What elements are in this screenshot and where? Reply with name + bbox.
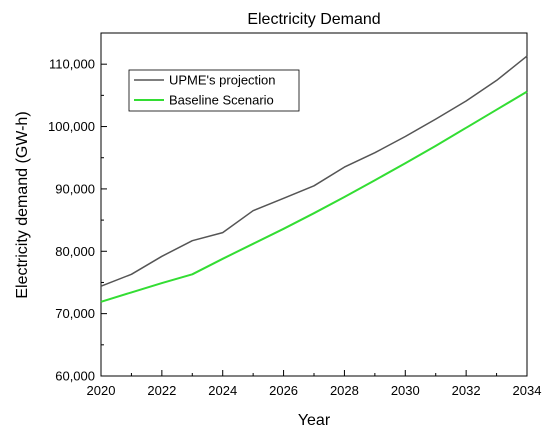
chart-title: Electricity Demand — [247, 11, 380, 28]
y-tick-label: 110,000 — [49, 57, 95, 72]
y-tick-label: 60,000 — [55, 369, 95, 384]
legend-box — [128, 69, 300, 112]
x-axis-label: Year — [298, 412, 331, 429]
x-tick-label: 2030 — [391, 383, 420, 398]
x-tick-label: 2028 — [330, 383, 359, 398]
x-tick-label: 2022 — [147, 383, 176, 398]
y-axis: 60,000 70,000 80,000 90,000 100,000 110,000 — [48, 32, 107, 384]
x-tick-label: 2024 — [208, 383, 237, 398]
y-tick-label: 70,000 — [55, 306, 95, 321]
x-axis: 2020 2022 2024 2026 2028 2030 2032 2034 — [87, 370, 542, 398]
series-line-0 — [100, 55, 528, 287]
x-tick-label: 2020 — [87, 383, 116, 398]
y-tick-label: 100,000 — [48, 119, 95, 134]
x-tick-label: 2032 — [452, 383, 481, 398]
series-line-1 — [100, 90, 528, 303]
legend-label-1: Baseline Scenario — [169, 93, 274, 108]
x-tick-label: 2026 — [269, 383, 298, 398]
x-tick-label: 2034 — [513, 383, 542, 398]
y-tick-label: 80,000 — [55, 244, 95, 259]
legend-label-0: UPME's projection — [169, 73, 276, 88]
y-axis-label: Electricity demand (GW-h) — [14, 111, 31, 298]
series-lines — [100, 55, 528, 303]
legend: UPME's projection Baseline Scenario — [128, 69, 300, 112]
y-tick-label: 90,000 — [55, 181, 95, 196]
